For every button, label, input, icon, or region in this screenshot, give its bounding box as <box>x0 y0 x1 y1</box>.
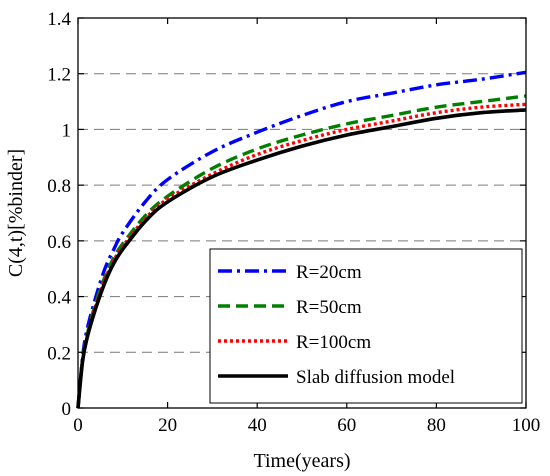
x-tick-label-1: 20 <box>158 415 177 436</box>
x-tick-label-3: 60 <box>337 415 356 436</box>
x-tick-label-4: 80 <box>427 415 446 436</box>
y-axis-label: C(4,t)[%binder] <box>5 149 27 277</box>
legend-label-2: R=50cm <box>296 297 362 318</box>
x-tick-labels: 0 20 40 60 80 100 <box>73 415 540 436</box>
x-tick-label-5: 100 <box>512 415 541 436</box>
y-tick-label-0: 0 <box>62 399 72 420</box>
x-tick-label-0: 0 <box>73 415 83 436</box>
y-tick-labels: 0 0.2 0.4 0.6 0.8 1 1.2 1.4 <box>47 9 71 420</box>
y-tick-label-7: 1.4 <box>47 9 71 30</box>
x-axis-label: Time(years) <box>253 450 350 472</box>
y-tick-label-5: 1 <box>62 120 72 141</box>
y-tick-label-1: 0.2 <box>47 343 71 364</box>
legend: R=20cm R=50cm R=100cm Slab diffusion model <box>210 249 522 403</box>
y-tick-label-6: 1.2 <box>47 65 71 86</box>
legend-label-4: Slab diffusion model <box>296 367 455 388</box>
x-tick-label-2: 40 <box>248 415 267 436</box>
y-tick-label-3: 0.6 <box>47 232 71 253</box>
y-tick-label-4: 0.8 <box>47 176 71 197</box>
legend-label-1: R=20cm <box>296 262 362 283</box>
y-tick-label-2: 0.4 <box>47 288 71 309</box>
legend-label-3: R=100cm <box>296 332 371 353</box>
